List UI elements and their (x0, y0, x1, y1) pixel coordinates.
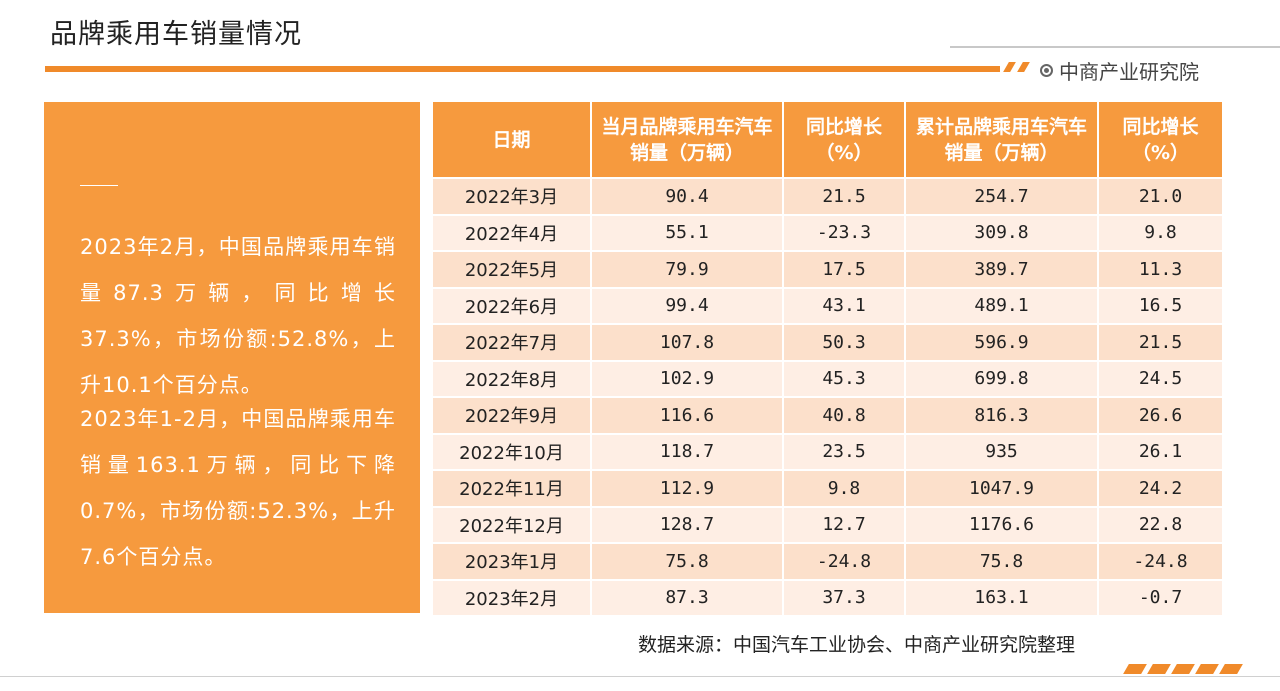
table-row: 2022年6月 99.4 43.1 489.1 16.5 (433, 286, 1222, 324)
cell-cumulative-sales: 1176.6 (905, 505, 1099, 543)
cell-monthly-sales: 55.1 (591, 213, 784, 251)
top-divider-line (950, 46, 1280, 48)
cell-cumulative-sales: 816.3 (905, 396, 1099, 434)
cell-monthly-sales: 75.8 (591, 542, 784, 580)
cell-cumulative-sales: 935 (905, 432, 1099, 470)
cell-monthly-yoy: -23.3 (783, 213, 906, 251)
cell-cumulative-yoy: 26.6 (1098, 396, 1222, 434)
table-header-row: 日期 当月品牌乘用车汽车销量（万辆） 同比增长（%） 累计品牌乘用车汽车销量（万… (433, 102, 1222, 178)
cell-monthly-yoy: 17.5 (783, 250, 906, 288)
summary-panel: 2023年2月，中国品牌乘用车销量87.3万辆，同比增长37.3%，市场份额:5… (44, 102, 420, 613)
table-row: 2022年12月 128.7 12.7 1176.6 22.8 (433, 505, 1222, 543)
header-monthly-sales: 当月品牌乘用车汽车销量（万辆） (591, 102, 784, 178)
cell-monthly-yoy: 9.8 (783, 469, 906, 507)
page-title: 品牌乘用车销量情况 (50, 19, 302, 50)
cell-monthly-yoy: 45.3 (783, 359, 906, 397)
cell-cumulative-yoy: 21.0 (1098, 177, 1222, 215)
table-row: 2022年5月 79.9 17.5 389.7 11.3 (433, 250, 1222, 288)
cell-monthly-sales: 107.8 (591, 323, 784, 361)
cell-cumulative-sales: 163.1 (905, 578, 1099, 615)
cell-cumulative-yoy: 22.8 (1098, 505, 1222, 543)
source-note: 数据来源：中国汽车工业协会、中商产业研究院整理 (638, 634, 1076, 656)
table-row: 2022年4月 55.1 -23.3 309.8 9.8 (433, 213, 1222, 251)
cell-cumulative-sales: 596.9 (905, 323, 1099, 361)
table-row: 2022年10月 118.7 23.5 935 26.1 (433, 432, 1222, 470)
cell-cumulative-sales: 309.8 (905, 213, 1099, 251)
cell-date: 2022年8月 (433, 359, 592, 397)
cell-monthly-sales: 79.9 (591, 250, 784, 288)
cell-monthly-yoy: 40.8 (783, 396, 906, 434)
cell-date: 2023年1月 (433, 542, 592, 580)
cell-monthly-yoy: 21.5 (783, 177, 906, 215)
table-row: 2023年2月 87.3 37.3 163.1 -0.7 (433, 578, 1222, 615)
cell-monthly-yoy: 23.5 (783, 432, 906, 470)
cell-cumulative-sales: 389.7 (905, 250, 1099, 288)
cell-cumulative-yoy: 24.2 (1098, 469, 1222, 507)
table-row: 2022年8月 102.9 45.3 699.8 24.5 (433, 359, 1222, 397)
cell-monthly-yoy: 50.3 (783, 323, 906, 361)
cell-date: 2023年2月 (433, 578, 592, 615)
cell-cumulative-yoy: -24.8 (1098, 542, 1222, 580)
cell-date: 2022年3月 (433, 177, 592, 215)
cell-cumulative-yoy: 26.1 (1098, 432, 1222, 470)
table-row: 2022年9月 116.6 40.8 816.3 26.6 (433, 396, 1222, 434)
cell-monthly-sales: 118.7 (591, 432, 784, 470)
cell-monthly-sales: 99.4 (591, 286, 784, 324)
cell-date: 2022年10月 (433, 432, 592, 470)
cell-cumulative-yoy: 21.5 (1098, 323, 1222, 361)
cell-date: 2022年7月 (433, 323, 592, 361)
cell-cumulative-sales: 254.7 (905, 177, 1099, 215)
cell-monthly-sales: 112.9 (591, 469, 784, 507)
table-row: 2022年3月 90.4 21.5 254.7 21.0 (433, 177, 1222, 215)
cell-date: 2022年9月 (433, 396, 592, 434)
cell-date: 2022年11月 (433, 469, 592, 507)
cell-date: 2022年4月 (433, 213, 592, 251)
cell-monthly-sales: 102.9 (591, 359, 784, 397)
summary-paragraph-2: 2023年1-2月，中国品牌乘用车销量163.1万辆，同比下降0.7%，市场份额… (80, 407, 396, 569)
panel-rule (80, 185, 118, 186)
cell-monthly-sales: 116.6 (591, 396, 784, 434)
brand-label: 中商产业研究院 (1040, 56, 1199, 85)
sales-table: 日期 当月品牌乘用车汽车销量（万辆） 同比增长（%） 累计品牌乘用车汽车销量（万… (433, 102, 1222, 615)
table-row: 2023年1月 75.8 -24.8 75.8 -24.8 (433, 542, 1222, 580)
cell-monthly-sales: 128.7 (591, 505, 784, 543)
header-cumulative-sales: 累计品牌乘用车汽车销量（万辆） (905, 102, 1099, 178)
cell-monthly-sales: 87.3 (591, 578, 784, 615)
bottom-divider-line (0, 676, 1280, 677)
decorative-stripes (1003, 62, 1034, 74)
header-date: 日期 (433, 102, 592, 178)
cell-cumulative-sales: 75.8 (905, 542, 1099, 580)
table-row: 2022年11月 112.9 9.8 1047.9 24.2 (433, 469, 1222, 507)
header-monthly-yoy: 同比增长（%） (783, 102, 906, 178)
bottom-decorative-stripes (1123, 664, 1246, 676)
cell-cumulative-yoy: 9.8 (1098, 213, 1222, 251)
cell-monthly-yoy: 37.3 (783, 578, 906, 615)
cell-cumulative-yoy: -0.7 (1098, 578, 1222, 615)
table-row: 2022年7月 107.8 50.3 596.9 21.5 (433, 323, 1222, 361)
cell-date: 2022年12月 (433, 505, 592, 543)
cell-cumulative-sales: 699.8 (905, 359, 1099, 397)
cell-date: 2022年5月 (433, 250, 592, 288)
cell-date: 2022年6月 (433, 286, 592, 324)
title-underline-bar (45, 66, 1000, 72)
cell-cumulative-sales: 1047.9 (905, 469, 1099, 507)
header-cumulative-yoy: 同比增长（%） (1098, 102, 1222, 178)
cell-monthly-yoy: 12.7 (783, 505, 906, 543)
cell-cumulative-sales: 489.1 (905, 286, 1099, 324)
cell-cumulative-yoy: 11.3 (1098, 250, 1222, 288)
cell-monthly-yoy: -24.8 (783, 542, 906, 580)
brand-logo-icon (1040, 64, 1053, 77)
cell-monthly-yoy: 43.1 (783, 286, 906, 324)
summary-paragraph-1: 2023年2月，中国品牌乘用车销量87.3万辆，同比增长37.3%，市场份额:5… (80, 235, 396, 397)
brand-name: 中商产业研究院 (1059, 60, 1199, 84)
cell-monthly-sales: 90.4 (591, 177, 784, 215)
cell-cumulative-yoy: 16.5 (1098, 286, 1222, 324)
cell-cumulative-yoy: 24.5 (1098, 359, 1222, 397)
